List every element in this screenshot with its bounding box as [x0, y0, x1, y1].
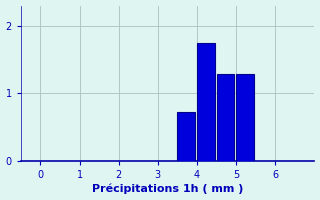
Bar — [177, 112, 195, 161]
X-axis label: Précipitations 1h ( mm ): Précipitations 1h ( mm ) — [92, 184, 243, 194]
Bar — [236, 74, 254, 161]
Bar — [217, 74, 234, 161]
Bar — [197, 43, 215, 161]
